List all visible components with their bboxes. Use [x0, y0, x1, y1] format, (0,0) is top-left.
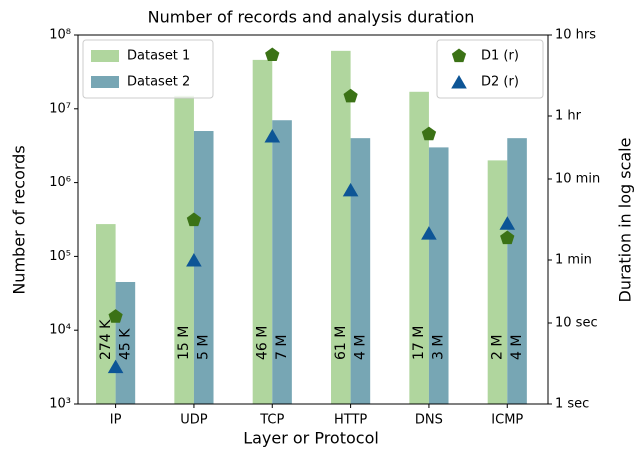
bar — [350, 138, 371, 404]
x-tick-label: TCP — [259, 413, 284, 428]
plot-frame — [77, 34, 549, 405]
marker — [107, 359, 124, 374]
value-label: 15 M — [176, 326, 192, 360]
y2-tick-label: 1 sec — [555, 397, 589, 412]
value-label: 3 M — [431, 335, 447, 360]
bar — [174, 95, 194, 404]
marker — [421, 126, 437, 141]
marker — [342, 182, 359, 197]
y-tick-label: 10⁸ — [49, 28, 71, 43]
legend-label: Dataset 1 — [127, 49, 190, 64]
x-tick-label: IP — [110, 413, 122, 428]
marker — [499, 216, 516, 230]
bar — [115, 281, 136, 404]
y2-tick-label: 1 min — [555, 252, 592, 267]
bar — [96, 224, 116, 404]
x-tick-label: DNS — [415, 413, 443, 428]
legend-marker — [451, 48, 467, 63]
value-label: 61 M — [333, 326, 349, 360]
x-axis-label: Layer or Protocol — [243, 429, 379, 448]
bar — [331, 50, 351, 405]
bar — [428, 147, 449, 404]
value-label: 4 M — [352, 335, 368, 360]
marker — [108, 309, 123, 323]
x-tick-label: HTTP — [334, 413, 367, 428]
value-label: 17 M — [411, 326, 427, 360]
bar — [409, 91, 429, 404]
value-label: 274 K — [98, 319, 114, 360]
y-tick-label: 10⁶ — [49, 175, 71, 190]
y2-tick-label: 10 hrs — [555, 28, 596, 43]
marker — [343, 88, 358, 103]
y2-axis-label: Duration in log scale — [616, 138, 634, 303]
legend-marker — [451, 75, 467, 89]
value-label: 45 K — [117, 328, 133, 360]
value-label: 5 M — [196, 335, 212, 360]
legend-swatch — [91, 76, 119, 88]
x-tick-label: UDP — [180, 413, 208, 428]
y-tick-label: 10⁵ — [49, 249, 71, 264]
y2-tick-label: 1 hr — [555, 108, 582, 123]
bar — [272, 120, 292, 405]
marker — [500, 230, 515, 245]
marker — [186, 212, 202, 227]
y-axis-label: Number of records — [10, 145, 29, 294]
legend-label: D2 (r) — [481, 75, 519, 90]
bar — [507, 138, 527, 404]
legend-swatch — [91, 50, 119, 62]
value-label: 4 M — [509, 335, 525, 360]
bar — [193, 131, 214, 405]
marker — [264, 129, 281, 143]
y-tick-label: 10⁴ — [49, 323, 71, 338]
y-tick-label: 10⁷ — [49, 101, 71, 116]
value-label: 46 M — [254, 326, 270, 360]
value-label: 2 M — [489, 335, 505, 360]
value-label: 7 M — [274, 335, 290, 360]
x-tick-label: ICMP — [491, 413, 523, 428]
marker — [265, 47, 280, 61]
bar — [252, 59, 273, 404]
chart-title: Number of records and analysis duration — [148, 8, 475, 27]
bar — [487, 160, 508, 404]
marker — [186, 253, 202, 267]
legend-label: D1 (r) — [481, 49, 519, 64]
legend-label: Dataset 2 — [127, 75, 190, 90]
marker — [421, 226, 437, 240]
y2-tick-label: 10 min — [555, 172, 600, 187]
y2-tick-label: 10 sec — [555, 316, 598, 331]
y-tick-label: 10³ — [49, 397, 71, 412]
